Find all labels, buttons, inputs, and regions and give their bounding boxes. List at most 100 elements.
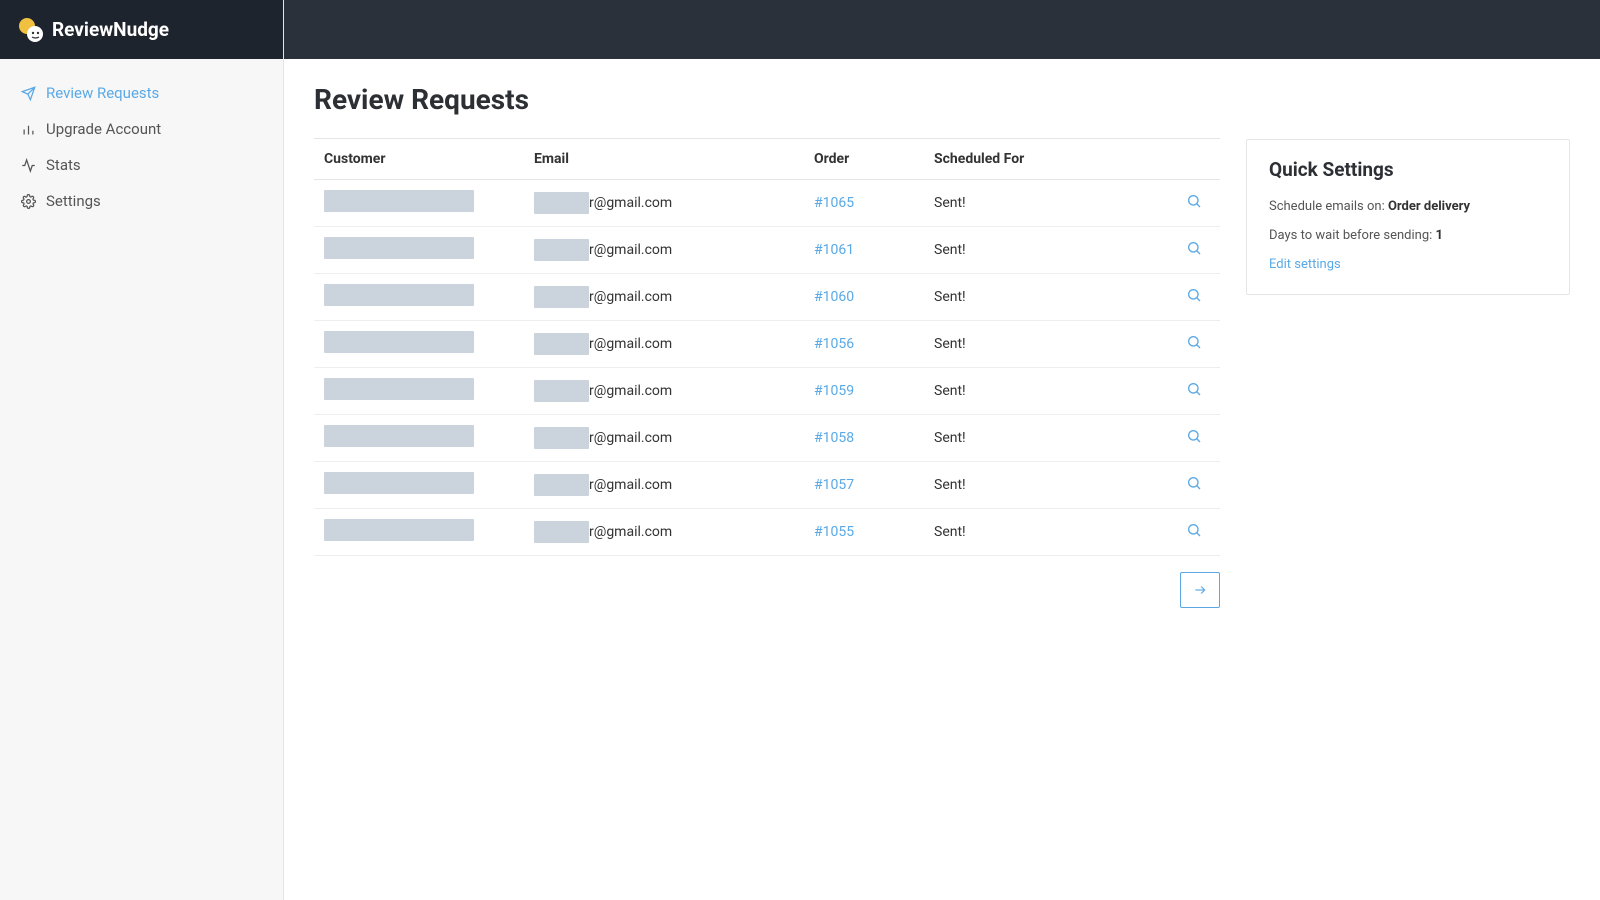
order-cell: #1058 xyxy=(804,415,924,462)
customer-cell xyxy=(314,462,524,509)
order-link[interactable]: #1065 xyxy=(814,195,854,211)
redacted-customer xyxy=(324,425,474,447)
column-header-order: Order xyxy=(804,139,924,180)
table-row: r@gmail.com #1057 Sent! xyxy=(314,462,1220,509)
scheduled-cell: Sent! xyxy=(924,274,1170,321)
brand-header: ReviewNudge xyxy=(0,0,283,59)
redacted-customer xyxy=(324,284,474,306)
view-button[interactable] xyxy=(1186,381,1202,397)
next-page-button[interactable] xyxy=(1180,572,1220,608)
email-cell: r@gmail.com xyxy=(524,321,804,368)
brand-logo-icon xyxy=(18,17,44,43)
order-link[interactable]: #1058 xyxy=(814,430,854,446)
redacted-email-prefix xyxy=(534,474,589,496)
action-cell xyxy=(1170,321,1220,368)
days-label: Days to wait before sending: xyxy=(1269,228,1436,243)
view-button[interactable] xyxy=(1186,240,1202,256)
redacted-email-prefix xyxy=(534,380,589,402)
scheduled-cell: Sent! xyxy=(924,321,1170,368)
order-link[interactable]: #1055 xyxy=(814,524,854,540)
days-value: 1 xyxy=(1436,228,1443,243)
column-header-email: Email xyxy=(524,139,804,180)
sidebar-item-upgrade-account[interactable]: Upgrade Account xyxy=(0,111,283,147)
content: Review Requests Customer Email Order Sch… xyxy=(284,59,1600,900)
order-cell: #1059 xyxy=(804,368,924,415)
topbar xyxy=(284,0,1600,59)
main-area: Review Requests Customer Email Order Sch… xyxy=(284,0,1600,900)
table-row: r@gmail.com #1060 Sent! xyxy=(314,274,1220,321)
view-button[interactable] xyxy=(1186,428,1202,444)
table-row: r@gmail.com #1061 Sent! xyxy=(314,227,1220,274)
view-button[interactable] xyxy=(1186,475,1202,491)
redacted-customer xyxy=(324,378,474,400)
bars-icon xyxy=(20,121,36,137)
page-title: Review Requests xyxy=(314,83,1220,116)
redacted-email-prefix xyxy=(534,427,589,449)
email-suffix: r@gmail.com xyxy=(589,524,672,540)
action-cell xyxy=(1170,415,1220,462)
column-header-customer: Customer xyxy=(314,139,524,180)
sidebar-item-label: Review Requests xyxy=(46,84,159,102)
order-link[interactable]: #1060 xyxy=(814,289,854,305)
email-cell: r@gmail.com xyxy=(524,509,804,556)
schedule-setting: Schedule emails on: Order delivery xyxy=(1269,199,1547,214)
send-icon xyxy=(20,85,36,101)
sidebar-item-label: Upgrade Account xyxy=(46,120,161,138)
order-link[interactable]: #1057 xyxy=(814,477,854,493)
customer-cell xyxy=(314,274,524,321)
order-cell: #1057 xyxy=(804,462,924,509)
table-row: r@gmail.com #1056 Sent! xyxy=(314,321,1220,368)
order-cell: #1061 xyxy=(804,227,924,274)
edit-settings-link[interactable]: Edit settings xyxy=(1269,257,1547,272)
order-cell: #1056 xyxy=(804,321,924,368)
sidebar-item-review-requests[interactable]: Review Requests xyxy=(0,75,283,111)
view-button[interactable] xyxy=(1186,334,1202,350)
email-suffix: r@gmail.com xyxy=(589,383,672,399)
days-setting: Days to wait before sending: 1 xyxy=(1269,228,1547,243)
customer-cell xyxy=(314,180,524,227)
email-suffix: r@gmail.com xyxy=(589,336,672,352)
redacted-email-prefix xyxy=(534,239,589,261)
view-button[interactable] xyxy=(1186,193,1202,209)
email-cell: r@gmail.com xyxy=(524,180,804,227)
main-column: Review Requests Customer Email Order Sch… xyxy=(314,83,1220,608)
redacted-customer xyxy=(324,237,474,259)
sidebar-item-stats[interactable]: Stats xyxy=(0,147,283,183)
email-cell: r@gmail.com xyxy=(524,274,804,321)
quick-settings-title: Quick Settings xyxy=(1269,158,1547,181)
scheduled-cell: Sent! xyxy=(924,227,1170,274)
order-link[interactable]: #1059 xyxy=(814,383,854,399)
email-suffix: r@gmail.com xyxy=(589,242,672,258)
redacted-email-prefix xyxy=(534,521,589,543)
action-cell xyxy=(1170,509,1220,556)
order-link[interactable]: #1056 xyxy=(814,336,854,352)
sidebar-item-label: Stats xyxy=(46,156,81,174)
redacted-customer xyxy=(324,519,474,541)
pagination xyxy=(314,572,1220,608)
customer-cell xyxy=(314,368,524,415)
column-header-scheduled: Scheduled For xyxy=(924,139,1170,180)
order-cell: #1060 xyxy=(804,274,924,321)
view-button[interactable] xyxy=(1186,287,1202,303)
sidebar-item-label: Settings xyxy=(46,192,101,210)
order-link[interactable]: #1061 xyxy=(814,242,854,258)
order-cell: #1055 xyxy=(804,509,924,556)
scheduled-cell: Sent! xyxy=(924,180,1170,227)
email-suffix: r@gmail.com xyxy=(589,289,672,305)
table-row: r@gmail.com #1059 Sent! xyxy=(314,368,1220,415)
scheduled-cell: Sent! xyxy=(924,509,1170,556)
sidebar-item-settings[interactable]: Settings xyxy=(0,183,283,219)
email-cell: r@gmail.com xyxy=(524,415,804,462)
email-cell: r@gmail.com xyxy=(524,368,804,415)
table-row: r@gmail.com #1055 Sent! xyxy=(314,509,1220,556)
action-cell xyxy=(1170,274,1220,321)
email-suffix: r@gmail.com xyxy=(589,430,672,446)
customer-cell xyxy=(314,227,524,274)
email-cell: r@gmail.com xyxy=(524,227,804,274)
schedule-value: Order delivery xyxy=(1388,199,1470,214)
view-button[interactable] xyxy=(1186,522,1202,538)
action-cell xyxy=(1170,227,1220,274)
gear-icon xyxy=(20,193,36,209)
customer-cell xyxy=(314,321,524,368)
redacted-email-prefix xyxy=(534,286,589,308)
